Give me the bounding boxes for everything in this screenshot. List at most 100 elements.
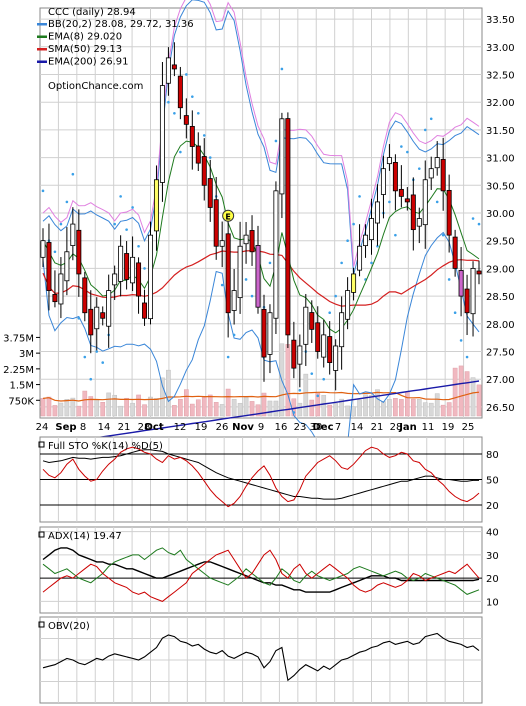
parabolic-sar-dot — [113, 222, 116, 226]
candle-body — [374, 201, 380, 224]
x-tick-label: 8 — [80, 422, 86, 433]
parabolic-sar-dot — [137, 244, 140, 248]
parabolic-sar-dot — [352, 222, 355, 226]
candle-body — [213, 199, 219, 247]
volume-bar — [112, 394, 118, 417]
candle-body — [52, 294, 58, 303]
volume-bar — [452, 367, 458, 417]
candle-body — [297, 345, 303, 365]
volume-bar — [40, 398, 46, 417]
candle-body — [231, 290, 237, 311]
candle-body — [273, 190, 279, 319]
volume-tick-label: 3M — [19, 349, 34, 360]
stochastic-label: Full STO %K(14) %D(5) — [48, 441, 163, 452]
parabolic-sar-dot — [119, 195, 122, 198]
volume-tick-label: 2.25M — [3, 365, 34, 376]
volume-tick-label: 1.5M — [9, 381, 34, 392]
parabolic-sar-dot — [358, 195, 361, 198]
candle-body — [159, 85, 165, 183]
candle-body — [434, 157, 440, 169]
parabolic-sar-dot — [322, 377, 326, 381]
adx-plusminus-di-line — [42, 547, 480, 595]
volume-bar — [399, 399, 404, 417]
parabolic-sar-dot — [226, 355, 230, 359]
candle-body — [309, 312, 315, 330]
candle-body — [261, 308, 267, 358]
volume-bar — [136, 394, 141, 417]
candle-body — [177, 75, 183, 109]
panel-collapse-icon — [38, 441, 45, 448]
candle-body — [333, 345, 339, 371]
x-tick-label: 21 — [118, 422, 131, 433]
candle-body — [464, 288, 470, 314]
volume-bar — [231, 398, 237, 417]
candle-body — [243, 234, 249, 245]
parabolic-sar-dot — [477, 222, 481, 226]
volume-bar — [195, 399, 201, 417]
candle-body — [124, 253, 130, 280]
volume-bar — [434, 393, 440, 417]
candle-body — [165, 57, 171, 84]
volume-bar — [393, 398, 398, 417]
bollinger-lower-band — [42, 231, 480, 456]
volume-bar — [207, 394, 213, 417]
parabolic-sar-dot — [400, 145, 403, 148]
candle-body — [130, 256, 136, 284]
candle-body — [118, 245, 124, 282]
parabolic-sar-dot — [465, 355, 469, 359]
volume-bar — [148, 396, 153, 417]
price-tick-label: 33.00 — [486, 43, 515, 54]
legend-swatch — [37, 35, 47, 38]
candle-body — [410, 194, 416, 231]
parabolic-sar-dot — [250, 294, 254, 298]
candle-body — [142, 302, 148, 319]
parabolic-sar-dot — [441, 233, 445, 237]
price-tick-label: 33.50 — [486, 15, 515, 26]
parabolic-sar-dot — [41, 189, 45, 193]
price-tick-label: 26.50 — [486, 403, 515, 414]
volume-bar — [267, 400, 273, 417]
x-tick-label: 30 — [310, 422, 323, 433]
volume-bar — [345, 405, 350, 417]
candle-body — [153, 179, 159, 232]
volume-bar — [100, 402, 106, 417]
parabolic-sar-dot — [298, 388, 302, 392]
legend-swatch — [37, 23, 47, 26]
candle-body — [357, 245, 363, 271]
panel-collapse-icon — [38, 621, 45, 628]
volume-bar — [118, 405, 123, 417]
price-tick-label: 30.50 — [486, 181, 515, 192]
volume-bar — [357, 399, 362, 417]
candle-body — [327, 336, 333, 363]
parabolic-sar-dot — [59, 222, 63, 226]
parabolic-sar-dot — [173, 111, 176, 115]
volume-bar — [82, 390, 88, 417]
x-tick-label: 14 — [351, 422, 364, 433]
adx-adx-line — [42, 547, 480, 593]
parabolic-sar-dot — [244, 278, 248, 281]
volume-bar — [309, 399, 315, 417]
stochastic-tick-label: 80 — [486, 450, 499, 461]
parabolic-sar-dot — [274, 139, 278, 143]
candle-body — [46, 242, 52, 291]
volume-bar — [70, 397, 76, 417]
parabolic-sar-dot — [71, 172, 75, 176]
x-tick-label: 24 — [36, 422, 49, 433]
volume-bar — [351, 406, 356, 417]
candle-body — [351, 273, 357, 293]
earnings-marker-icon — [222, 209, 235, 222]
candle-body — [363, 234, 369, 247]
bollinger-upper-band — [42, 0, 480, 276]
parabolic-sar-dot — [423, 128, 427, 132]
parabolic-sar-dot — [316, 394, 320, 398]
volume-bar — [249, 401, 255, 417]
price-tick-label: 28.00 — [486, 320, 515, 331]
parabolic-sar-dot — [89, 377, 93, 381]
parabolic-sar-dot — [346, 239, 349, 243]
price-tick-label: 28.50 — [486, 292, 515, 303]
volume-bar — [381, 401, 386, 417]
x-tick-label: Sep — [55, 422, 76, 433]
candle-body — [189, 125, 195, 147]
volume-bar — [446, 402, 452, 417]
candle-body — [345, 290, 351, 320]
